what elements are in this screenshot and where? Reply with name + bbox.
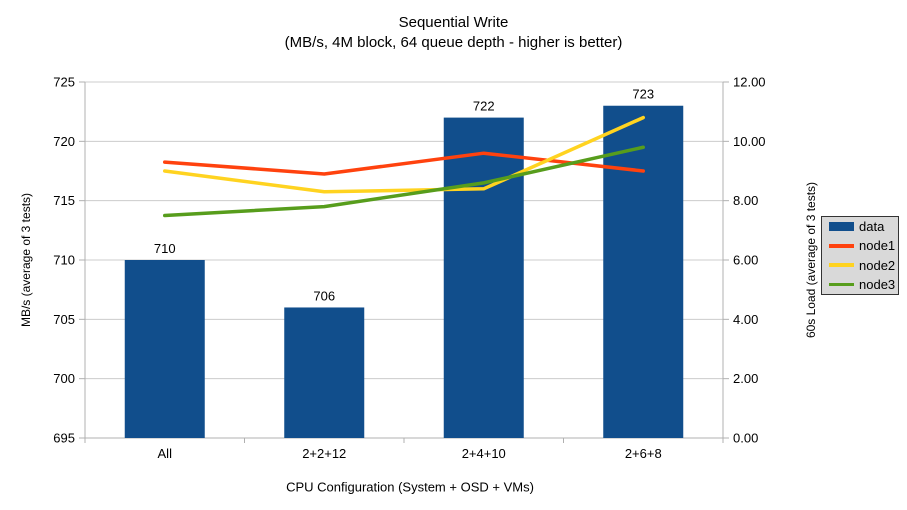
legend: data node1 node2 node3	[821, 216, 899, 295]
chart-title-block: Sequential Write (MB/s, 4M block, 64 que…	[0, 13, 907, 53]
legend-swatch-data	[829, 222, 854, 232]
bar-2+4+10	[443, 117, 524, 438]
chart-title: Sequential Write	[398, 14, 509, 31]
line-node3	[163, 145, 645, 218]
legend-label: node1	[859, 238, 896, 254]
bar-value-label: 722	[473, 99, 495, 114]
category-label: 2+2+12	[302, 446, 346, 461]
category-label: 2+4+10	[462, 446, 506, 461]
category-label: All	[158, 446, 173, 461]
bar-value-label: 723	[632, 87, 654, 102]
line-node2	[163, 115, 645, 194]
legend-item-data: data	[829, 219, 898, 234]
bar-2+2+12	[284, 307, 365, 438]
right-axis-title: 60s Load (average of 3 tests)	[804, 181, 818, 339]
left-axis-tick-label: 710	[53, 253, 75, 268]
legend-label: data	[859, 219, 885, 235]
legend-item-node1: node1	[829, 238, 898, 253]
left-axis-tick-label: 695	[53, 431, 75, 446]
legend-swatch-node2	[829, 263, 854, 267]
left-axis-title: MB/s (average of 3 tests)	[19, 192, 33, 328]
legend-item-node3: node3	[829, 277, 898, 292]
right-axis-tick-label: 0.00	[733, 431, 758, 446]
legend-swatch-node1	[829, 244, 854, 248]
right-axis-tick-label: 10.00	[733, 134, 766, 149]
bar-2+6+8	[603, 105, 684, 438]
left-axis-tick-label: 720	[53, 134, 75, 149]
left-axis-tick-label: 725	[53, 75, 75, 90]
bar-value-label: 710	[154, 241, 176, 256]
right-axis-tick-label: 6.00	[733, 253, 758, 268]
left-axis-tick-label: 715	[53, 193, 75, 208]
line-node1	[163, 151, 645, 176]
category-label: 2+6+8	[625, 446, 662, 461]
right-axis-tick-label: 2.00	[733, 371, 758, 386]
right-axis-tick-label: 8.00	[733, 193, 758, 208]
right-axis-tick-label: 12.00	[733, 75, 766, 90]
x-axis-title: CPU Configuration (System + OSD + VMs)	[286, 479, 534, 495]
legend-swatch-node3	[829, 282, 854, 287]
bar-value-label: 706	[313, 288, 335, 303]
left-axis-tick-label: 705	[53, 312, 75, 327]
right-axis-tick-label: 4.00	[733, 312, 758, 327]
bar-All	[124, 260, 205, 438]
left-axis-tick-label: 700	[53, 371, 75, 386]
chart-subtitle: (MB/s, 4M block, 64 queue depth - higher…	[284, 34, 623, 51]
legend-label: node2	[859, 257, 896, 273]
legend-item-node2: node2	[829, 258, 898, 273]
legend-label: node3	[859, 276, 896, 292]
